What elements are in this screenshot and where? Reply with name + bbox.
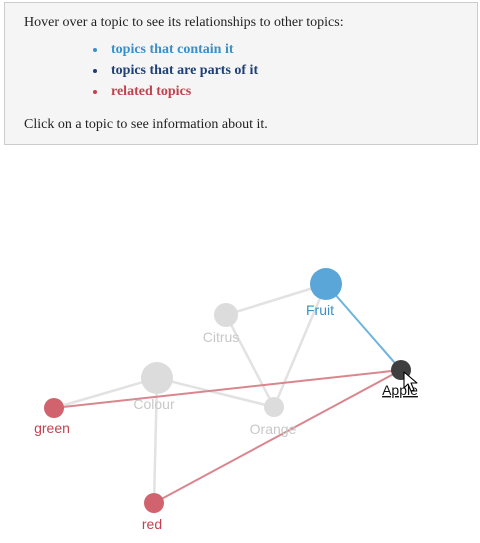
legend-item-contain: topics that contain it bbox=[93, 39, 258, 60]
legend-outro: Click on a topic to see information abou… bbox=[24, 117, 268, 132]
legend-intro: Hover over a topic to see its relationsh… bbox=[24, 15, 344, 30]
legend-item-related: related topics bbox=[93, 81, 258, 102]
node-label-green[interactable]: green bbox=[34, 420, 70, 436]
node-fruit[interactable]: Fruit bbox=[306, 268, 342, 318]
node-label-fruit[interactable]: Fruit bbox=[306, 302, 334, 318]
legend-list: topics that contain it topics that are p… bbox=[93, 39, 258, 102]
node-circle-orange[interactable] bbox=[264, 397, 284, 417]
node-colour[interactable]: Colour bbox=[133, 362, 175, 412]
node-circle-red[interactable] bbox=[144, 493, 164, 513]
graph-edges bbox=[53, 282, 402, 504]
mouse-pointer-icon bbox=[403, 371, 418, 392]
node-citrus[interactable]: Citrus bbox=[203, 303, 240, 345]
edge-colour-red bbox=[152, 377, 159, 504]
edge-green-apple bbox=[53, 369, 402, 409]
node-label-citrus[interactable]: Citrus bbox=[203, 329, 240, 345]
node-circle-green[interactable] bbox=[44, 398, 64, 418]
node-green[interactable]: green bbox=[34, 398, 70, 436]
node-label-colour[interactable]: Colour bbox=[133, 396, 175, 412]
node-label-red[interactable]: red bbox=[142, 516, 162, 532]
edge-red-apple bbox=[153, 369, 402, 504]
node-red[interactable]: red bbox=[142, 493, 164, 532]
node-circle-colour[interactable] bbox=[141, 362, 173, 394]
node-circle-fruit[interactable] bbox=[310, 268, 342, 300]
node-label-orange[interactable]: Orange bbox=[250, 421, 297, 437]
edge-colour-orange bbox=[156, 376, 275, 409]
edge-fruit-apple bbox=[325, 283, 402, 371]
edge-colour-green bbox=[53, 376, 158, 410]
edge-fruit-orange bbox=[272, 283, 328, 408]
legend-panel: Hover over a topic to see its relationsh… bbox=[4, 2, 478, 145]
edge-citrus-fruit bbox=[225, 282, 327, 317]
edge-citrus-orange bbox=[224, 314, 276, 408]
node-circle-citrus[interactable] bbox=[214, 303, 238, 327]
legend-item-parts: topics that are parts of it bbox=[93, 60, 258, 81]
node-orange[interactable]: Orange bbox=[250, 397, 297, 437]
